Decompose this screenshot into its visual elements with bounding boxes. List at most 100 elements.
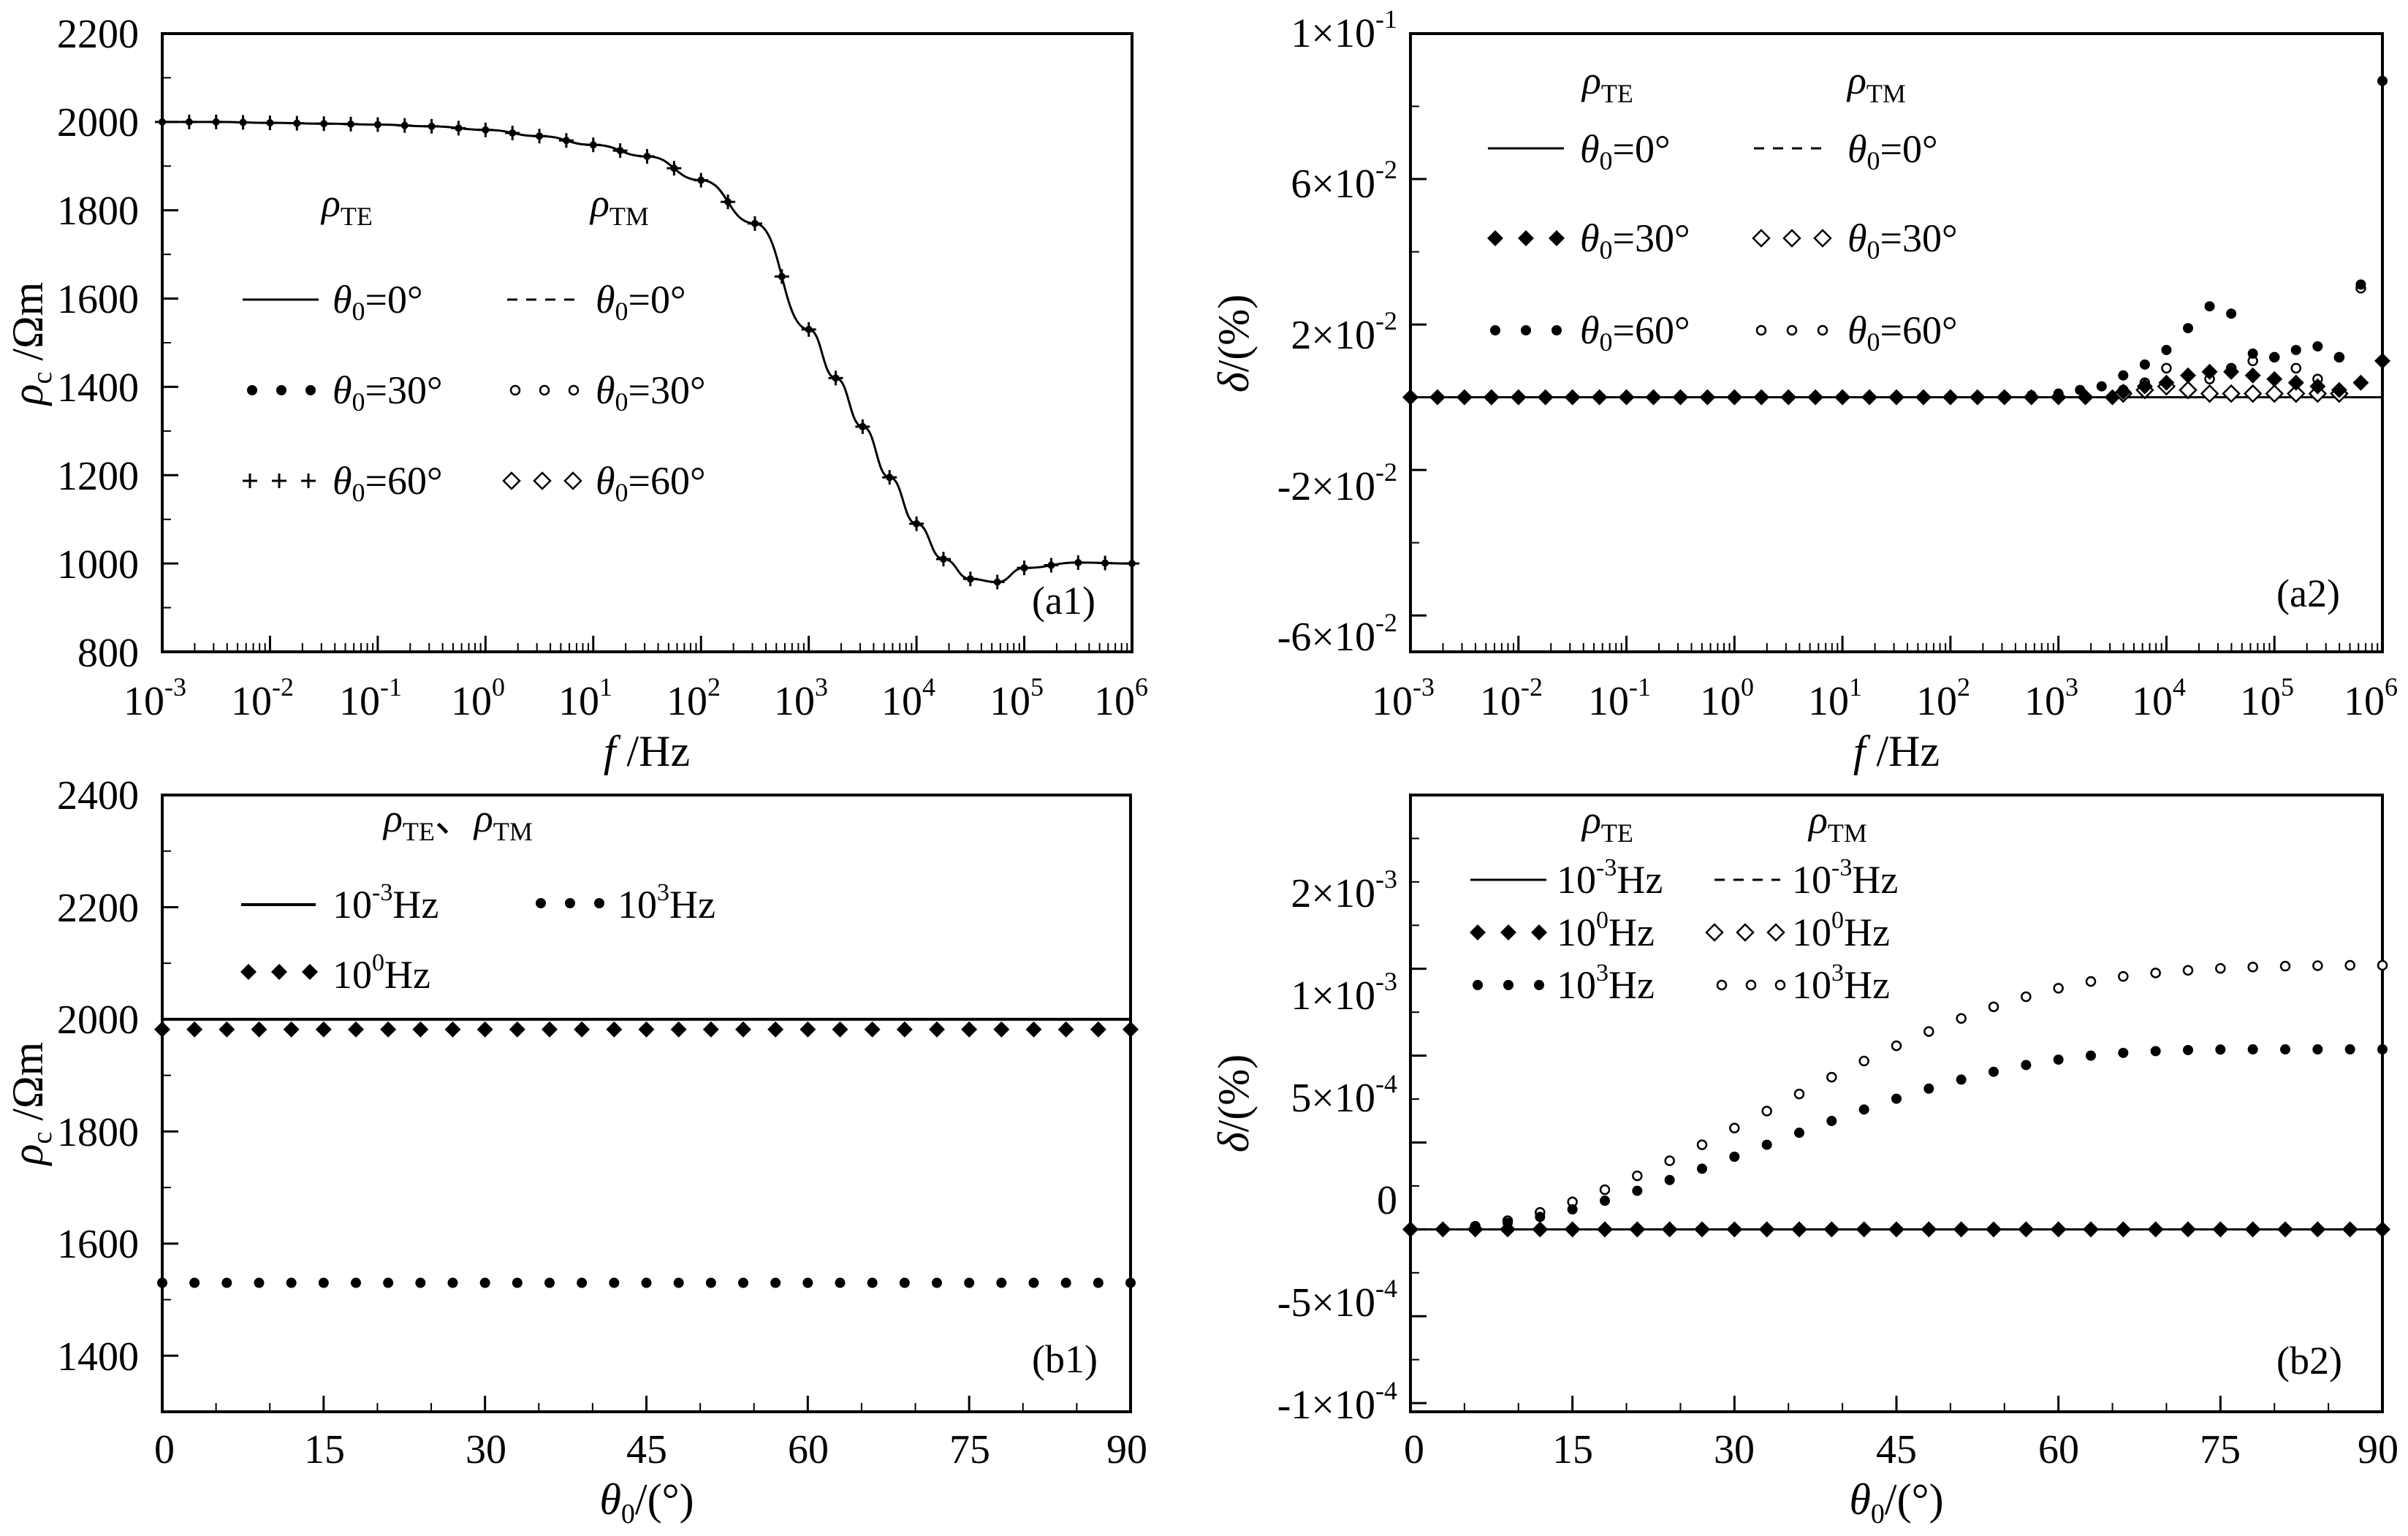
b2-marker-dot	[1956, 1074, 1967, 1085]
a1-xtick-label: 10-2	[231, 672, 294, 724]
a2-marker-dot	[1513, 392, 1524, 403]
b2-marker-circle	[2150, 967, 2161, 978]
a2-marker-diamond	[2158, 374, 2175, 391]
a1-xtick-label: 106	[1094, 672, 1148, 724]
a2-marker-dot	[2161, 344, 2172, 355]
b2-marker-dot	[1600, 1195, 1610, 1206]
b2-marker-diamond	[1888, 1221, 1904, 1238]
b1-ytick-label: 2400	[57, 773, 139, 818]
b1-marker-dot	[835, 1277, 846, 1288]
a1-marker-dot	[1020, 564, 1028, 572]
b2-marker-diamond	[1953, 1221, 1970, 1238]
a1-marker-dot	[1128, 560, 1136, 568]
b2-y-axis-label: δ/(%)	[1209, 1054, 1258, 1153]
a1-legend-plus	[243, 474, 257, 488]
a1-y-axis-label: ρc /Ωm	[4, 282, 58, 407]
a2-marker-diamond	[2244, 367, 2261, 384]
a2-legend-dot	[1551, 325, 1562, 335]
a2-panel-label: (a2)	[2276, 571, 2340, 615]
a1-marker-dot	[347, 120, 355, 128]
a1-marker-dot	[536, 132, 544, 140]
a2-marker-dot	[2053, 388, 2064, 399]
a2-marker-dot	[1432, 392, 1443, 403]
a2-marker-dot	[1540, 392, 1551, 403]
a2-ytick-label: 2×10-2	[1291, 306, 1397, 358]
a1-marker-dot	[400, 121, 409, 129]
a2-legend-circle	[1786, 324, 1798, 336]
b2-panel-label: (b2)	[2276, 1339, 2342, 1383]
b1-marker-dot	[641, 1277, 652, 1288]
a2-y-axis-label: δ/(%)	[1209, 294, 1258, 393]
b1-marker-diamond	[348, 1021, 364, 1038]
b1-legend-label-1: 103Hz	[618, 879, 715, 927]
b2-marker-diamond	[2374, 1221, 2390, 1238]
b1-marker-dot	[738, 1277, 748, 1288]
b1-marker-dot	[221, 1277, 232, 1288]
b1-marker-diamond	[476, 1021, 493, 1038]
b2-marker-dot	[1535, 1212, 1546, 1223]
a2-marker-diamond-open	[2222, 384, 2241, 403]
a2-marker-dot	[2377, 75, 2388, 86]
a2-marker-dot	[1594, 392, 1605, 403]
b2-legend-header-te: ρTE	[1581, 798, 1633, 848]
b1-marker-dot	[1125, 1277, 1136, 1288]
a1-marker-dot	[159, 118, 166, 126]
a2-legend-diamond	[1549, 230, 1565, 246]
a2-legend-dot	[1490, 325, 1500, 335]
a2-tick-marks	[1409, 32, 2384, 652]
b1-ytick-label: 1400	[57, 1334, 139, 1380]
b2-marker-circle	[1729, 1122, 1740, 1134]
b2-marker-diamond	[2050, 1221, 2067, 1238]
b1-legend-diamond	[302, 964, 318, 980]
a2-legend-label-te-1: θ0=30°	[1580, 216, 1690, 265]
a2-marker-diamond	[2287, 374, 2304, 391]
a1-marker-dot	[913, 520, 921, 528]
a1-marker-dot	[993, 578, 1001, 586]
a2-marker-dot	[2118, 370, 2129, 381]
b1-marker-diamond	[380, 1021, 397, 1038]
panel-a2: -6×10-2 -2×10-2 2×10-2 6×10-2 1×10-1 10-…	[1209, 4, 2398, 775]
b2-marker-circle	[2118, 970, 2129, 982]
a1-marker-dot	[320, 120, 328, 128]
b2-marker-diamond	[2083, 1221, 2099, 1238]
a2-marker-dot	[1729, 392, 1740, 403]
b2-marker-diamond	[1402, 1221, 1418, 1238]
panel-b1: 1400 1600 1800 2000 2200 2400 0 15 30 45…	[4, 773, 1147, 1529]
a2-legend-diamond	[1487, 230, 1503, 246]
a1-legend-circle	[568, 384, 580, 396]
a2-marker-dot	[2333, 351, 2344, 362]
b2-marker-circle	[1664, 1155, 1675, 1166]
a2-ytick-label: 6×10-2	[1291, 155, 1397, 207]
b2-marker-dot	[2086, 1050, 2096, 1061]
b2-legend-swatch-te-2	[1473, 980, 1544, 990]
b2-marker-circle	[2182, 965, 2194, 976]
a2-marker-diamond-open	[2200, 384, 2219, 403]
b1-y-axis-label: ρc /Ωm	[4, 1042, 58, 1167]
b1-marker-dot	[254, 1277, 265, 1288]
b1-ytick-label: 1800	[57, 1110, 139, 1155]
a2-marker-dot	[2355, 279, 2366, 290]
a1-panel-label: (a1)	[1032, 579, 1095, 623]
a2-marker-dot	[1756, 392, 1767, 403]
a1-legend-diamond-open	[563, 471, 582, 490]
b2-marker-diamond	[1823, 1221, 1840, 1238]
a1-legend-plus	[272, 474, 286, 488]
b1-marker-diamond	[444, 1021, 461, 1038]
a1-marker-dot	[643, 152, 651, 160]
b2-marker-dot	[2183, 1045, 2193, 1056]
a2-series	[1402, 75, 2390, 406]
b2-legend-diamond	[1470, 924, 1486, 940]
b1-marker-diamond	[1123, 1021, 1139, 1038]
b1-legend-label-0: 10-3Hz	[333, 879, 438, 927]
b2-marker-dot	[2247, 1044, 2258, 1055]
b2-marker-circle	[2247, 962, 2258, 973]
a1-legend-swatch-te-1	[247, 385, 316, 395]
a1-marker-dot	[185, 118, 193, 126]
a2-marker-circle	[2161, 362, 2172, 374]
b2-marker-circle	[1988, 1001, 1999, 1013]
a1-legend-plus	[301, 474, 316, 488]
a2-marker-diamond	[2180, 367, 2196, 384]
b1-marker-diamond	[186, 1021, 203, 1038]
b1-marker-diamond	[412, 1021, 429, 1038]
a1-marker-dot	[562, 137, 570, 145]
